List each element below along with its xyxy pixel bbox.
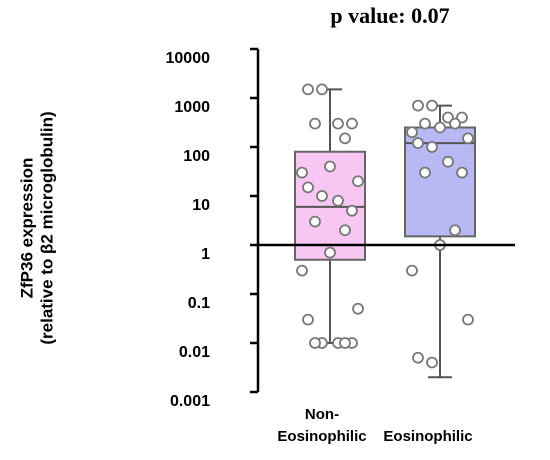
y-tick-label: 1 (201, 246, 210, 263)
y-tick-label: 100 (183, 148, 210, 165)
data-point (309, 117, 321, 130)
data-point (302, 83, 314, 96)
data-point (346, 117, 358, 130)
data-point (339, 132, 351, 145)
data-point (456, 166, 468, 179)
data-point (339, 224, 351, 237)
data-point (449, 117, 461, 130)
x-tick-label: Eosinophilic (277, 428, 366, 445)
chart-title: p value: 0.07 (330, 3, 449, 28)
data-point (309, 337, 321, 349)
data-point (332, 194, 344, 207)
y-axis-label: (relative to β2 microglobulin) (37, 111, 56, 344)
data-point (346, 204, 358, 217)
y-tick-label: 10000 (166, 50, 211, 67)
y-tick-label: 0.001 (170, 393, 210, 410)
data-point (316, 83, 328, 96)
data-point (426, 141, 438, 153)
data-point (462, 313, 474, 326)
data-point (419, 166, 431, 179)
data-point (442, 155, 454, 168)
data-point (302, 313, 314, 326)
data-point (296, 264, 308, 277)
y-axis-label: ZfP36 expression (17, 158, 36, 299)
data-point (406, 126, 418, 139)
x-tick-label: Eosinophilic (383, 428, 472, 445)
data-point (316, 190, 328, 202)
y-tick-label: 0.1 (188, 295, 210, 312)
data-point (339, 337, 351, 349)
y-tick-label: 1000 (174, 99, 210, 116)
data-point (309, 215, 321, 228)
data-point (412, 137, 424, 150)
data-point (449, 224, 461, 237)
data-point (434, 121, 446, 134)
data-point (419, 117, 431, 130)
data-point (352, 175, 364, 188)
x-tick-label: Non- (305, 406, 339, 423)
data-point (426, 99, 438, 112)
data-point (332, 117, 344, 130)
data-point (324, 160, 336, 173)
y-tick-label: 0.01 (179, 344, 210, 361)
data-point (302, 181, 314, 194)
data-point (412, 99, 424, 112)
data-point (296, 166, 308, 179)
y-tick-label: 10 (192, 197, 210, 214)
data-point (412, 351, 424, 364)
data-point (406, 264, 418, 277)
data-point (462, 132, 474, 145)
data-point (352, 302, 364, 315)
data-point (426, 356, 438, 369)
data-point (324, 246, 336, 259)
